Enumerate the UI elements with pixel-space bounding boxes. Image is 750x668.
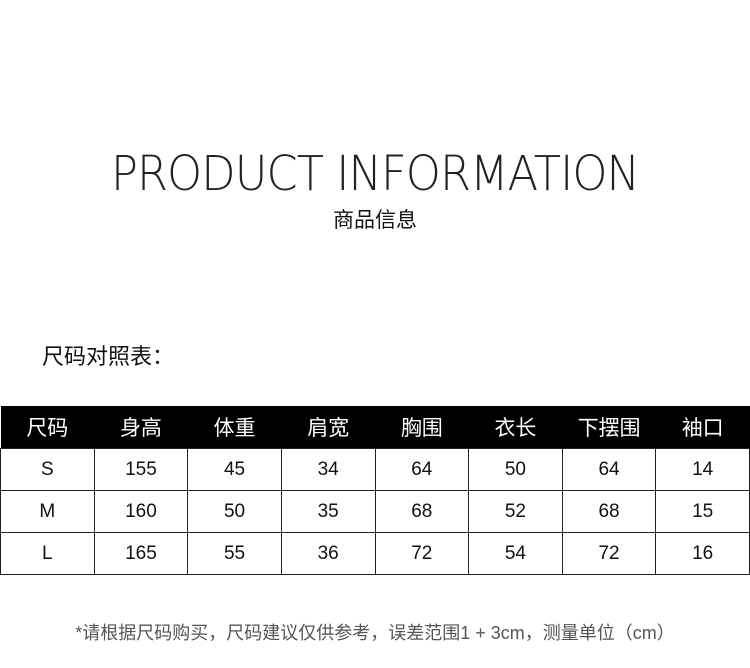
column-header: 尺码 [0,406,95,449]
table-cell: 50 [468,448,563,491]
table-row: L 165 55 36 72 54 72 16 [0,532,750,575]
table-cell: 68 [561,490,657,533]
table-cell: 52 [468,490,563,533]
column-header: 衣长 [468,406,563,449]
column-header: 下摆围 [562,406,656,449]
size-chart-label: 尺码对照表： [42,344,175,369]
table-cell: 68 [374,490,470,533]
page-subtitle: 商品信息 [333,209,417,232]
table-cell: L [0,532,95,575]
table-cell: 34 [280,448,376,491]
table-header-row: 尺码 身高 体重 肩宽 胸围 衣长 下摆围 袖口 [0,406,750,449]
table-cell: 16 [655,532,750,575]
table-cell: 50 [187,490,282,533]
table-cell: 155 [93,448,189,491]
column-header: 体重 [187,406,282,449]
column-header: 肩宽 [281,406,375,449]
table-row: S 155 45 34 64 50 64 14 [0,448,750,491]
page-title: PRODUCT INFORMATION [110,146,640,202]
column-header: 身高 [94,406,188,449]
table-cell: M [0,490,95,533]
table-cell: 35 [280,490,376,533]
table-cell: 45 [187,448,282,491]
table-cell: 14 [655,448,750,491]
table-cell: 55 [187,532,282,575]
size-chart-table: 尺码 身高 体重 肩宽 胸围 衣长 下摆围 袖口 S 155 45 34 64 50 64 1… [0,406,750,575]
table-cell: 64 [561,448,657,491]
measurement-note: *请根据尺码购买，尺码建议仅供参考，误差范围1 + 3cm，测量单位（cm） [75,623,675,643]
table-cell: 165 [93,532,189,575]
table-cell: 160 [93,490,189,533]
table-cell: 15 [655,490,750,533]
column-header: 胸围 [375,406,469,449]
table-cell: 36 [280,532,376,575]
table-cell: 54 [468,532,563,575]
column-header: 袖口 [655,406,750,449]
table-cell: S [0,448,95,491]
table-cell: 72 [561,532,657,575]
table-cell: 64 [374,448,470,491]
table-row: M 160 50 35 68 52 68 15 [0,490,750,533]
table-cell: 72 [374,532,470,575]
